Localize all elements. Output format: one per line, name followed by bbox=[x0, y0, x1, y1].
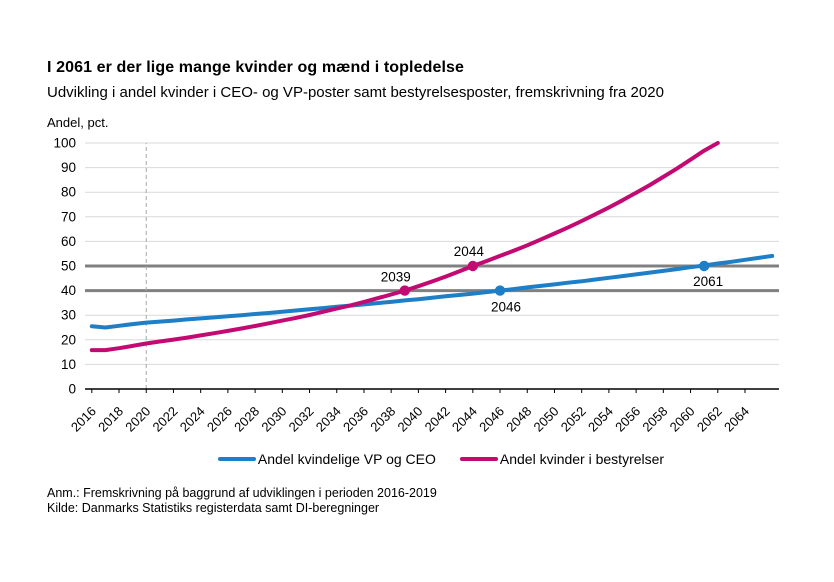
legend-label-vp-ceo: Andel kvindelige VP og CEO bbox=[257, 451, 436, 467]
y-axis-unit-label: Andel, pct. bbox=[47, 115, 109, 130]
y-tick-label-30: 30 bbox=[61, 308, 76, 323]
footnote-anm: Anm.: Fremskrivning på baggrund af udvik… bbox=[47, 486, 437, 500]
x-tick-label-2046: 2046 bbox=[476, 404, 507, 435]
annotation-label-2061: 2061 bbox=[693, 274, 723, 289]
y-tick-label-50: 50 bbox=[61, 259, 76, 274]
y-tick-label-10: 10 bbox=[61, 357, 76, 372]
x-tick-label-2050: 2050 bbox=[531, 404, 562, 435]
marker-dot-2039 bbox=[399, 285, 410, 296]
y-tick-label-60: 60 bbox=[61, 234, 76, 249]
legend-item-bestyrelser: Andel kvinder i bestyrelser bbox=[459, 451, 665, 467]
chart-subtitle: Udvikling i andel kvinder i CEO- og VP-p… bbox=[47, 84, 664, 101]
marker-dot-2044 bbox=[467, 260, 479, 272]
y-tick-label-70: 70 bbox=[61, 209, 76, 224]
x-tick-label-2056: 2056 bbox=[612, 404, 643, 435]
x-tick-label-2054: 2054 bbox=[585, 404, 616, 435]
legend-label-bestyrelser: Andel kvinder i bestyrelser bbox=[499, 451, 665, 467]
marker-dot-2046 bbox=[494, 285, 506, 296]
x-tick-label-2020: 2020 bbox=[122, 404, 153, 435]
x-tick-label-2048: 2048 bbox=[503, 404, 534, 435]
x-tick-label-2032: 2032 bbox=[286, 404, 317, 435]
annotation-label-2044: 2044 bbox=[454, 244, 485, 259]
x-tick-label-2044: 2044 bbox=[449, 404, 480, 435]
y-tick-label-40: 40 bbox=[61, 283, 76, 298]
footnote-kilde: Kilde: Danmarks Statistiks registerdata … bbox=[47, 501, 380, 515]
x-tick-label-2064: 2064 bbox=[721, 404, 752, 435]
x-tick-label-2026: 2026 bbox=[204, 404, 235, 435]
x-tick-label-2052: 2052 bbox=[558, 404, 589, 435]
chart-legend: Andel kvindelige VP og CEO Andel kvinder… bbox=[24, 451, 834, 467]
x-tick-label-2034: 2034 bbox=[313, 404, 344, 435]
x-tick-label-2036: 2036 bbox=[340, 404, 371, 435]
y-tick-label-0: 0 bbox=[68, 382, 76, 397]
line-chart-plot: 0102030405060708090100201620182020202220… bbox=[53, 136, 779, 435]
x-tick-label-2038: 2038 bbox=[367, 404, 398, 435]
x-tick-label-2022: 2022 bbox=[150, 404, 181, 435]
x-tick-label-2040: 2040 bbox=[394, 404, 425, 435]
annotation-label-2039: 2039 bbox=[381, 270, 411, 285]
x-tick-label-2018: 2018 bbox=[95, 404, 126, 435]
x-tick-label-2024: 2024 bbox=[177, 404, 208, 435]
legend-line-marker-blue bbox=[217, 457, 256, 461]
chart-title: I 2061 er der lige mange kvinder og mænd… bbox=[47, 59, 464, 76]
y-tick-label-100: 100 bbox=[53, 136, 76, 151]
x-tick-label-2060: 2060 bbox=[667, 404, 698, 435]
x-tick-label-2030: 2030 bbox=[258, 404, 289, 435]
footnotes: Anm.: Fremskrivning på baggrund af udvik… bbox=[47, 486, 437, 516]
marker-dot-2061 bbox=[698, 260, 710, 272]
y-tick-label-90: 90 bbox=[61, 160, 76, 175]
x-tick-label-2058: 2058 bbox=[639, 404, 670, 435]
y-tick-label-20: 20 bbox=[61, 332, 76, 347]
annotation-label-2046: 2046 bbox=[491, 300, 521, 315]
x-tick-label-2062: 2062 bbox=[694, 404, 725, 435]
x-tick-label-2028: 2028 bbox=[231, 404, 262, 435]
legend-item-vp-ceo: Andel kvindelige VP og CEO bbox=[217, 451, 436, 467]
x-tick-label-2016: 2016 bbox=[68, 404, 99, 435]
series-line-vp_ceo bbox=[89, 253, 775, 330]
legend-line-marker-pink bbox=[459, 457, 498, 461]
x-tick-label-2042: 2042 bbox=[422, 404, 453, 435]
y-tick-label-80: 80 bbox=[61, 185, 76, 200]
